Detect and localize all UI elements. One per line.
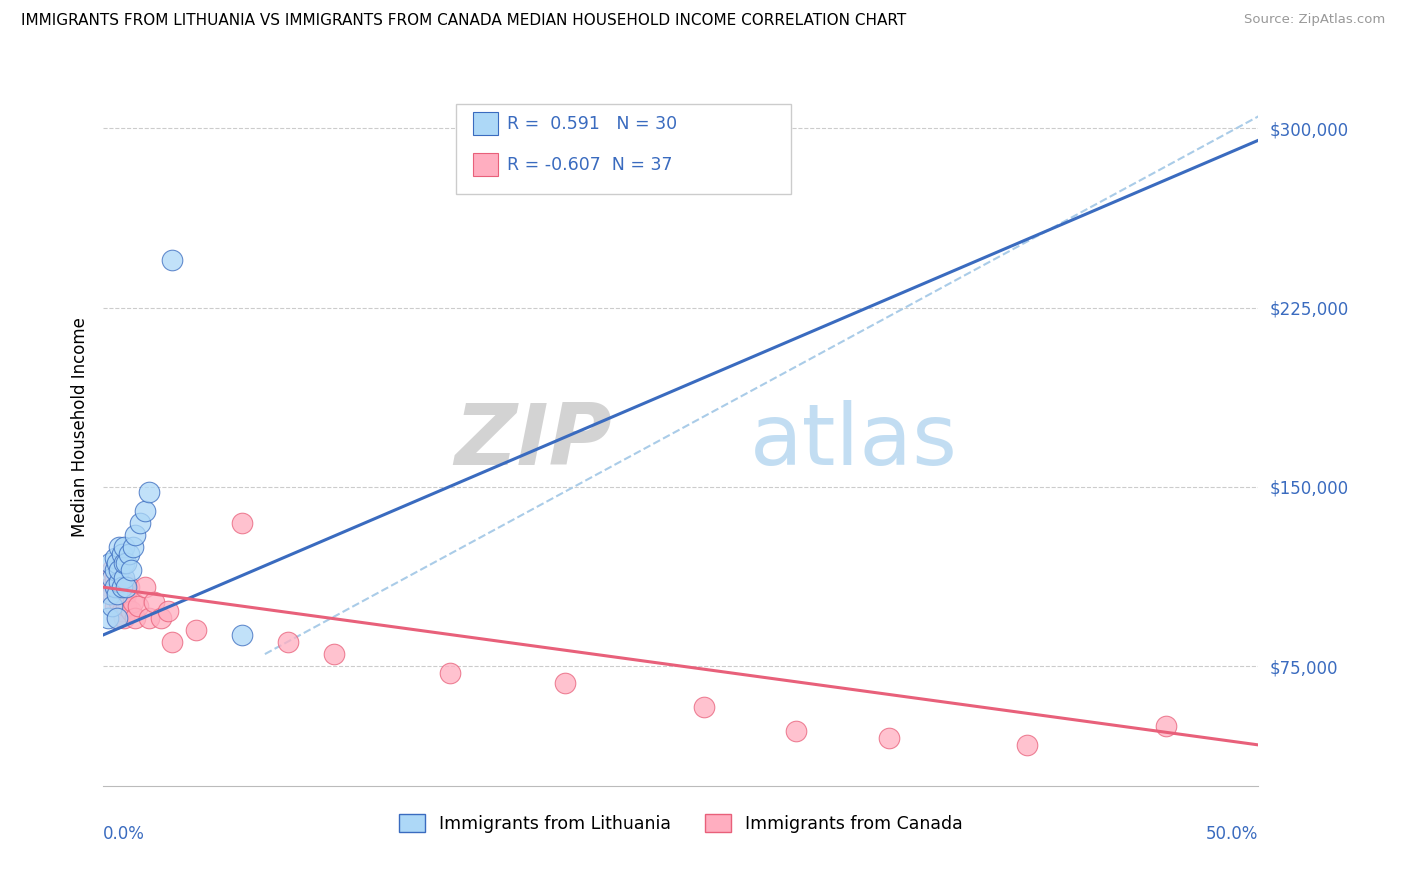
- Point: [108, 540, 131, 554]
- Point: [1154, 719, 1177, 733]
- Point: [98, 587, 121, 601]
- Text: atlas: atlas: [751, 400, 957, 483]
- Text: 50.0%: 50.0%: [1206, 825, 1258, 843]
- Point: [112, 556, 135, 570]
- Point: [104, 599, 127, 614]
- Point: [117, 547, 139, 561]
- Point: [115, 580, 138, 594]
- Point: [104, 571, 127, 585]
- Point: [104, 551, 127, 566]
- Point: [124, 527, 146, 541]
- Point: [1017, 738, 1039, 752]
- Point: [108, 594, 131, 608]
- Point: [105, 611, 128, 625]
- Point: [105, 587, 128, 601]
- Point: [101, 571, 124, 585]
- Point: [877, 731, 900, 745]
- Point: [122, 594, 145, 608]
- Point: [785, 723, 807, 738]
- Text: Source: ZipAtlas.com: Source: ZipAtlas.com: [1244, 13, 1385, 27]
- Text: ZIP: ZIP: [454, 400, 612, 483]
- Point: [112, 611, 135, 625]
- Point: [554, 675, 576, 690]
- Point: [439, 666, 461, 681]
- Point: [117, 580, 139, 594]
- Point: [110, 604, 132, 618]
- Point: [98, 556, 121, 570]
- Point: [97, 611, 120, 625]
- Point: [162, 635, 184, 649]
- Point: [105, 580, 128, 594]
- Point: [122, 540, 145, 554]
- Text: R =  0.591   N = 30: R = 0.591 N = 30: [508, 115, 678, 133]
- Point: [101, 564, 124, 578]
- Point: [105, 556, 128, 570]
- Point: [129, 516, 152, 530]
- Point: [693, 699, 716, 714]
- Point: [120, 604, 142, 618]
- Point: [110, 580, 132, 594]
- Point: [115, 599, 138, 614]
- Point: [184, 623, 207, 637]
- Point: [108, 575, 131, 590]
- Legend: Immigrants from Lithuania, Immigrants from Canada: Immigrants from Lithuania, Immigrants fr…: [389, 805, 972, 841]
- Point: [108, 564, 131, 578]
- Point: [138, 611, 160, 625]
- Point: [110, 547, 132, 561]
- FancyBboxPatch shape: [472, 153, 498, 176]
- Point: [115, 556, 138, 570]
- Point: [231, 516, 253, 530]
- Point: [127, 599, 149, 614]
- Y-axis label: Median Household Income: Median Household Income: [72, 317, 89, 537]
- Point: [112, 540, 135, 554]
- FancyBboxPatch shape: [472, 112, 498, 136]
- Text: 0.0%: 0.0%: [103, 825, 145, 843]
- Point: [277, 635, 299, 649]
- Point: [104, 564, 127, 578]
- Point: [105, 611, 128, 625]
- Point: [110, 587, 132, 601]
- Point: [101, 587, 124, 601]
- Text: IMMIGRANTS FROM LITHUANIA VS IMMIGRANTS FROM CANADA MEDIAN HOUSEHOLD INCOME CORR: IMMIGRANTS FROM LITHUANIA VS IMMIGRANTS …: [21, 13, 907, 29]
- Point: [138, 484, 160, 499]
- Point: [134, 504, 156, 518]
- Point: [115, 587, 138, 601]
- Point: [156, 604, 179, 618]
- FancyBboxPatch shape: [456, 104, 790, 194]
- Point: [108, 556, 131, 570]
- Point: [104, 580, 127, 594]
- Point: [149, 611, 172, 625]
- Point: [120, 564, 142, 578]
- Text: R = -0.607  N = 37: R = -0.607 N = 37: [508, 155, 673, 174]
- Point: [112, 571, 135, 585]
- Point: [323, 647, 346, 661]
- Point: [98, 580, 121, 594]
- Point: [162, 252, 184, 267]
- Point: [124, 611, 146, 625]
- Point: [231, 628, 253, 642]
- Point: [143, 594, 166, 608]
- Point: [101, 599, 124, 614]
- Point: [134, 580, 156, 594]
- Point: [112, 575, 135, 590]
